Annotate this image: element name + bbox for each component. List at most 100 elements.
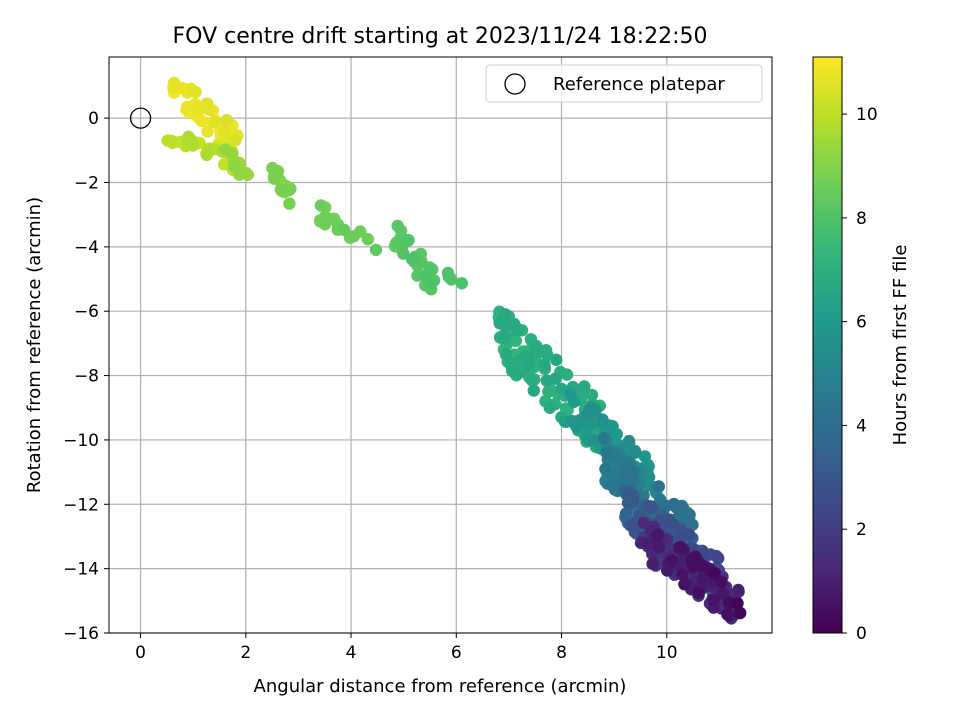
grid [109, 57, 772, 634]
colorbar-tick-label: 4 [856, 416, 867, 436]
x-tick-label: 6 [451, 643, 462, 663]
chart-title: FOV centre drift starting at 2023/11/24 … [173, 24, 708, 49]
colorbar-tick-label: 10 [856, 105, 878, 125]
colorbar-tick-label: 0 [856, 624, 867, 644]
scatter-point [596, 413, 609, 426]
scatter-point [628, 444, 642, 458]
scatter-point [599, 462, 612, 476]
scatter-point [563, 388, 577, 401]
scatter-point [619, 507, 633, 520]
scatter-point [533, 346, 546, 359]
scatter-point [499, 348, 513, 361]
y-tick-label: −2 [74, 173, 99, 193]
scatter-point [397, 247, 410, 260]
legend-open-circle-icon [504, 73, 526, 95]
scatter-point [585, 388, 599, 402]
scatter-point [227, 159, 241, 172]
scatter-point [425, 276, 438, 290]
legend-box [485, 64, 763, 103]
scatter-point [660, 499, 673, 513]
scatter-point [391, 219, 404, 233]
y-axis-label: Rotation from reference (arcmin) [24, 197, 45, 493]
scatter-point [587, 434, 600, 447]
scatter-point [642, 537, 655, 550]
y-tick-label: −6 [74, 302, 99, 322]
scatter-point [609, 467, 622, 481]
reference-platepar-marker [129, 107, 152, 129]
scatter-point [180, 103, 193, 116]
scatter-point [493, 317, 506, 330]
scatter-point [642, 470, 656, 484]
scatter-point [638, 450, 652, 463]
scatter-point [715, 575, 728, 589]
scatter-point [369, 243, 383, 257]
scatter-point [499, 308, 512, 321]
scatter-point [652, 540, 665, 554]
scatter-point [218, 125, 231, 138]
x-tick-label: 10 [656, 643, 678, 663]
scatter-point [665, 554, 678, 567]
scatter-point [200, 147, 213, 160]
scatter-point [560, 368, 574, 381]
scatter-point [522, 358, 535, 371]
scatter-point [182, 130, 195, 143]
legend-entry-label: Reference platepar [553, 74, 725, 95]
scatter-point [589, 403, 602, 416]
scatter-point [422, 267, 435, 280]
y-tick-label: −16 [63, 624, 99, 644]
scatter-point [661, 513, 674, 526]
y-tick-label: −8 [74, 367, 99, 387]
scatter-point [652, 480, 665, 493]
scatter-point [266, 161, 279, 175]
scatter-point [318, 218, 332, 231]
scatter-point [721, 608, 734, 621]
scatter-point [570, 420, 583, 433]
legend: Reference platepar [485, 64, 763, 103]
scatter-point [538, 358, 551, 371]
scatter-point [549, 372, 562, 385]
y-tick-label: −4 [74, 238, 99, 258]
colorbar-tick-label: 8 [856, 209, 867, 229]
plot-frame [108, 56, 773, 634]
x-tick-label: 0 [135, 643, 146, 663]
scatter-point [202, 103, 216, 117]
x-tick-label: 4 [346, 643, 357, 663]
scatter-point [692, 586, 705, 600]
y-tick-label: −14 [63, 560, 99, 580]
scatter-point [622, 434, 636, 448]
reference-marker [129, 107, 152, 129]
scatter-point [696, 572, 709, 585]
scatter-point [707, 567, 720, 580]
scatter-point [189, 85, 202, 99]
scatter-point [731, 597, 744, 610]
scatter-point [675, 499, 689, 513]
scatter-point [208, 116, 221, 129]
scatter-point [528, 373, 541, 386]
scatter-point [441, 266, 455, 280]
scatter-point [527, 384, 540, 397]
scatter-point [511, 324, 524, 337]
y-tick-label: −12 [63, 495, 99, 515]
x-tick-label: 2 [240, 643, 251, 663]
scatter-point [682, 528, 696, 541]
scatter-point [550, 353, 563, 366]
scatter-point [717, 587, 730, 601]
scatter-point [644, 502, 658, 515]
scatter-point [626, 489, 640, 502]
scatter-point [711, 551, 725, 565]
scatter-point [402, 234, 415, 247]
colorbar-tick-label: 6 [856, 313, 867, 333]
x-tick-label: 8 [556, 643, 567, 663]
scatter-point [220, 114, 233, 127]
scatter-point [498, 331, 512, 344]
scatter-point [732, 583, 745, 597]
scatter-point [217, 158, 231, 171]
y-axis-ticks: −16 −14 −12 −10 −8 −6 −4 −2 0 [63, 109, 109, 644]
scatter-point [268, 172, 281, 185]
scatter-point [314, 199, 328, 212]
y-tick-label: −10 [63, 431, 99, 451]
x-axis-label: Angular distance from reference (arcmin) [254, 676, 627, 697]
scatter-point [625, 518, 639, 531]
scatter-point [597, 432, 610, 445]
scatter-point [233, 168, 246, 181]
